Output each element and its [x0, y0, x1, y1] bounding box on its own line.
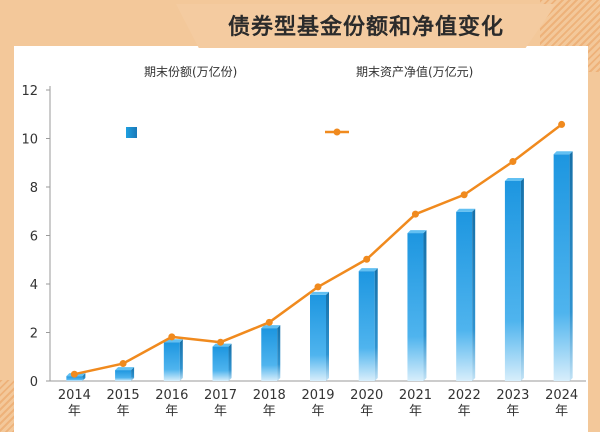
net-value-point — [558, 120, 566, 128]
bar — [456, 208, 476, 381]
bar — [310, 291, 329, 381]
x-tick-label-year: 2022 — [448, 388, 481, 403]
bar-top — [261, 325, 281, 329]
x-tick-label-suffix: 年 — [360, 404, 373, 419]
bar — [553, 151, 573, 381]
legend-label-shares: 期末份额(万亿份) — [144, 65, 238, 79]
bar-side — [277, 325, 281, 381]
net-value-point — [411, 210, 419, 218]
x-tick-label-year: 2014 — [58, 388, 91, 403]
x-tick-label-year: 2019 — [301, 388, 334, 403]
bar-face — [115, 370, 132, 381]
bar-face — [456, 211, 473, 381]
x-tick-label-suffix: 年 — [555, 404, 568, 419]
bar-side — [374, 268, 378, 381]
bar-side — [228, 343, 232, 381]
x-tick-label-suffix: 年 — [263, 404, 276, 419]
bar — [358, 268, 378, 381]
bar-face — [358, 271, 375, 381]
x-tick-label-suffix: 年 — [214, 404, 227, 419]
x-tick-label-suffix: 年 — [506, 404, 519, 419]
net-value-point — [168, 333, 176, 341]
bar-face — [310, 294, 326, 381]
legend-bar-swatch — [126, 127, 137, 138]
bar-top — [456, 208, 476, 212]
y-tick-label: 12 — [21, 84, 38, 99]
y-tick-label: 4 — [30, 278, 38, 293]
y-tick-label: 6 — [30, 230, 38, 245]
net-value-point — [460, 191, 468, 199]
bar-top — [553, 151, 573, 155]
bar-side — [520, 177, 524, 381]
bar-face — [553, 154, 570, 381]
chart-title: 债券型基金份额和净值变化 — [227, 15, 504, 40]
y-tick-label: 10 — [21, 133, 38, 148]
bar-face — [163, 342, 180, 381]
bar-side — [423, 230, 427, 381]
bar — [115, 367, 135, 381]
x-tick-label-year: 2015 — [107, 388, 140, 403]
bar-side — [472, 208, 476, 381]
net-value-point — [509, 158, 517, 166]
bar-face — [504, 180, 521, 381]
x-tick-label-suffix: 年 — [117, 404, 130, 419]
bar-side — [82, 373, 86, 381]
x-tick-label-year: 2016 — [155, 388, 188, 403]
net-value-point — [314, 283, 322, 291]
x-tick-label-suffix: 年 — [409, 404, 422, 419]
legend-line-swatch — [325, 128, 349, 136]
bar — [407, 230, 427, 381]
x-tick-label-year: 2023 — [496, 388, 529, 403]
x-tick-label-year: 2024 — [545, 388, 578, 403]
y-tick-label: 0 — [30, 375, 38, 390]
bar-top — [115, 367, 135, 371]
bar — [212, 343, 232, 381]
bar-face — [212, 346, 229, 381]
chart-legend: 期末份额(万亿份) 期末资产净值(万亿元) — [0, 62, 600, 138]
bar-side — [326, 291, 329, 381]
net-value-point — [119, 360, 127, 368]
y-tick-label: 8 — [30, 181, 38, 196]
net-value-point — [363, 255, 371, 263]
bar — [163, 339, 183, 381]
x-tick-label-suffix: 年 — [458, 404, 471, 419]
bar-side — [131, 367, 135, 381]
y-tick-label: 2 — [30, 327, 38, 342]
bar-side — [179, 339, 183, 381]
bar-face — [66, 376, 83, 381]
x-tick-label-suffix: 年 — [68, 404, 81, 419]
title-banner — [176, 4, 556, 48]
net-value-point — [265, 318, 273, 326]
bar-face — [407, 233, 424, 381]
bar — [261, 325, 281, 381]
legend-label-net-assets: 期末资产净值(万亿元) — [356, 65, 474, 79]
bar-side — [569, 151, 573, 381]
bar-top — [504, 177, 524, 181]
x-tick-label-year: 2018 — [253, 388, 286, 403]
net-value-point — [217, 338, 225, 346]
bar-top — [407, 230, 427, 234]
bar-face — [261, 328, 278, 381]
net-value-point — [70, 370, 78, 378]
x-tick-label-year: 2020 — [350, 388, 383, 403]
x-tick-label-suffix: 年 — [311, 404, 324, 419]
x-tick-label-year: 2017 — [204, 388, 237, 403]
bar-top — [358, 268, 378, 272]
x-tick-label-suffix: 年 — [165, 404, 178, 419]
bar-top — [310, 291, 329, 295]
bar — [504, 177, 524, 381]
x-tick-label-year: 2021 — [399, 388, 432, 403]
